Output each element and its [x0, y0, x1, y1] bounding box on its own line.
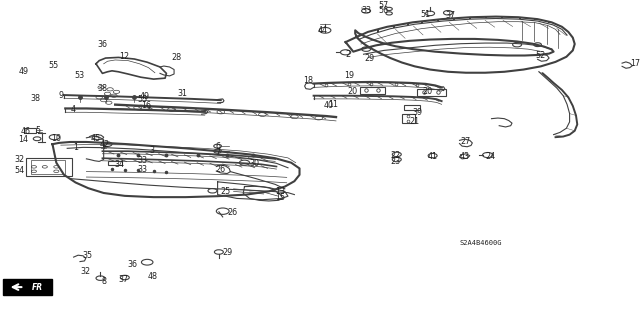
Text: 26: 26 [215, 165, 225, 174]
Text: 44: 44 [317, 26, 328, 35]
Text: 25: 25 [220, 187, 230, 196]
Text: 33: 33 [137, 156, 147, 165]
Text: 11: 11 [328, 100, 338, 109]
Text: 45: 45 [91, 134, 101, 143]
Text: 24: 24 [485, 152, 495, 161]
Text: 10: 10 [51, 134, 61, 143]
Text: 27: 27 [461, 137, 471, 146]
Text: 38: 38 [30, 94, 40, 103]
Text: 12: 12 [119, 52, 129, 61]
Text: 40: 40 [324, 101, 334, 110]
Text: 57: 57 [378, 1, 388, 10]
Text: 6: 6 [215, 142, 220, 151]
Text: 2: 2 [345, 50, 350, 59]
Text: 8: 8 [102, 277, 107, 286]
Text: 14: 14 [18, 135, 28, 144]
Text: 1: 1 [73, 143, 78, 152]
Text: 20: 20 [422, 87, 433, 96]
Text: 23: 23 [390, 157, 401, 166]
Text: 49: 49 [19, 67, 29, 76]
Text: 36: 36 [127, 260, 137, 269]
Text: 19: 19 [344, 71, 355, 80]
Text: 46: 46 [20, 127, 31, 136]
Text: 28: 28 [171, 53, 181, 62]
Text: 29: 29 [223, 248, 233, 257]
Text: 56: 56 [378, 6, 388, 15]
Text: 9: 9 [59, 91, 64, 100]
Text: 21: 21 [410, 117, 420, 126]
Text: 20: 20 [347, 87, 357, 96]
Text: 29: 29 [365, 54, 375, 63]
Text: 33: 33 [361, 6, 371, 15]
Text: 38: 38 [97, 84, 108, 93]
Text: 51: 51 [420, 10, 430, 19]
Text: 17: 17 [630, 59, 640, 68]
Text: 31: 31 [178, 89, 188, 98]
Text: 3: 3 [150, 146, 155, 155]
Text: 48: 48 [147, 272, 157, 281]
Text: 37: 37 [118, 275, 129, 284]
Text: 35: 35 [82, 251, 92, 260]
Text: 49: 49 [140, 93, 150, 101]
Text: 5: 5 [35, 126, 40, 135]
Text: 52: 52 [535, 51, 545, 60]
Text: 55: 55 [137, 95, 147, 104]
Text: FR: FR [32, 283, 43, 292]
Text: 43: 43 [460, 152, 470, 161]
Text: 34: 34 [115, 160, 125, 169]
Text: 4: 4 [70, 105, 76, 114]
FancyBboxPatch shape [3, 279, 52, 295]
Text: S2A4B4600G: S2A4B4600G [460, 241, 502, 246]
Text: 37: 37 [445, 11, 456, 20]
Text: 13: 13 [275, 187, 285, 196]
Text: 22: 22 [390, 151, 401, 160]
Text: 33: 33 [137, 165, 147, 174]
Text: 26: 26 [227, 208, 237, 217]
Text: 42: 42 [100, 140, 110, 149]
Text: 16: 16 [141, 101, 151, 110]
Text: 32: 32 [14, 155, 24, 164]
Text: 15: 15 [275, 193, 285, 202]
Text: 55: 55 [49, 61, 59, 70]
Text: 41: 41 [428, 152, 438, 161]
Text: 7: 7 [215, 148, 220, 157]
Text: 54: 54 [14, 166, 24, 175]
Text: 39: 39 [412, 108, 422, 117]
Text: 32: 32 [81, 267, 91, 276]
Text: 18: 18 [303, 76, 314, 85]
Text: 36: 36 [97, 40, 108, 48]
Text: 53: 53 [74, 71, 84, 80]
Text: 30: 30 [249, 159, 259, 168]
